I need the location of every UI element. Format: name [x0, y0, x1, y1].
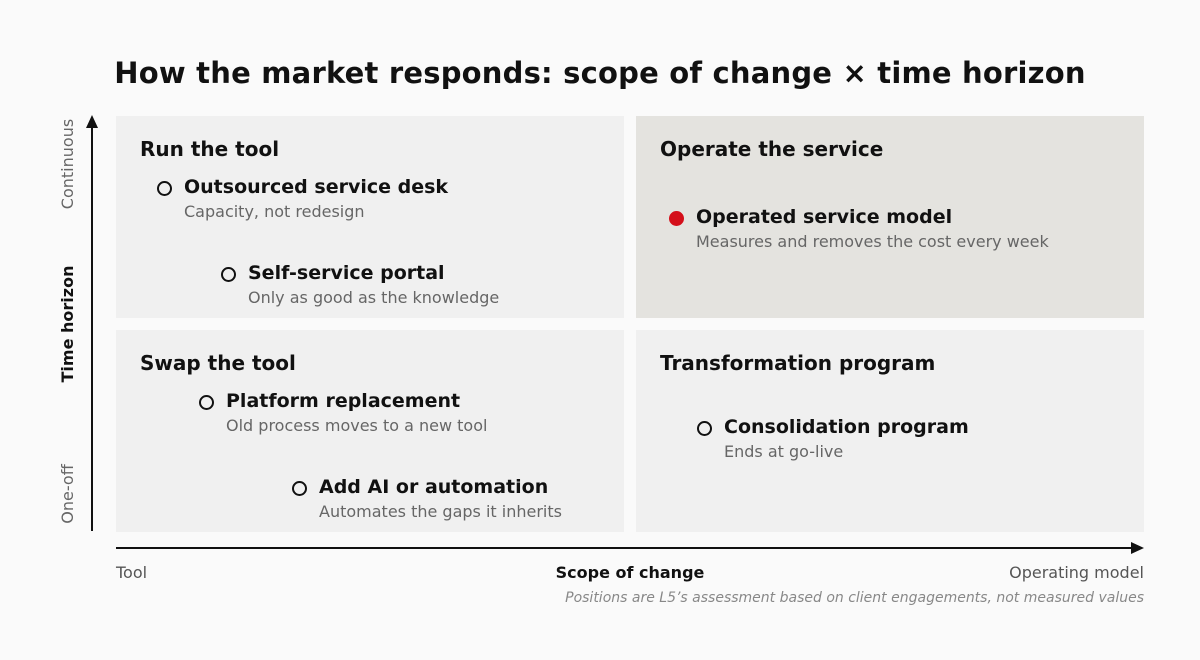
item-description: Measures and removes the cost every week — [696, 232, 1049, 251]
item-label: Add AI or automation — [319, 476, 549, 498]
y-axis-bottom-label: One-off — [58, 464, 77, 524]
x-axis-arrowhead-icon — [1131, 542, 1144, 554]
item-label: Outsourced service desk — [184, 176, 449, 198]
item-description: Old process moves to a new tool — [226, 416, 488, 435]
open-circle-marker-icon — [199, 395, 214, 410]
quadrant-title: Swap the tool — [140, 351, 296, 375]
item-description: Ends at go-live — [724, 442, 844, 461]
open-circle-marker-icon — [697, 421, 712, 436]
open-circle-marker-icon — [157, 181, 172, 196]
open-circle-marker-icon — [292, 481, 307, 496]
item-description: Capacity, not redesign — [184, 202, 365, 221]
x-axis-right-label: Operating model — [1009, 563, 1144, 582]
quadrant-swap-the-tool: Swap the tool — [116, 330, 624, 532]
chart-title: How the market responds: scope of change… — [114, 56, 1086, 90]
item-label: Operated service model — [696, 206, 953, 228]
quadrant-title: Operate the service — [660, 137, 884, 161]
quadrant-transformation-program: Transformation program — [636, 330, 1144, 532]
quadrant-run-the-tool: Run the tool — [116, 116, 624, 318]
y-axis-arrowhead-icon — [86, 115, 98, 128]
open-circle-marker-icon — [221, 267, 236, 282]
footnote: Positions are L5’s assessment based on c… — [565, 590, 1144, 606]
quadrant-title: Run the tool — [140, 137, 280, 161]
x-axis-left-label: Tool — [116, 563, 148, 582]
item-label: Platform replacement — [226, 390, 461, 412]
item-label: Consolidation program — [724, 416, 969, 438]
y-axis-title: Time horizon — [58, 265, 77, 383]
quadrant-operate-the-service: Operate the service — [636, 116, 1144, 318]
item-label: Self-service portal — [248, 262, 445, 284]
item-description: Only as good as the knowledge — [248, 288, 500, 307]
y-axis-top-label: Continuous — [58, 118, 77, 210]
item-description: Automates the gaps it inherits — [319, 502, 562, 521]
filled-circle-marker-icon — [669, 211, 684, 226]
x-axis-title: Scope of change — [555, 563, 705, 582]
quadrant-title: Transformation program — [660, 351, 936, 375]
